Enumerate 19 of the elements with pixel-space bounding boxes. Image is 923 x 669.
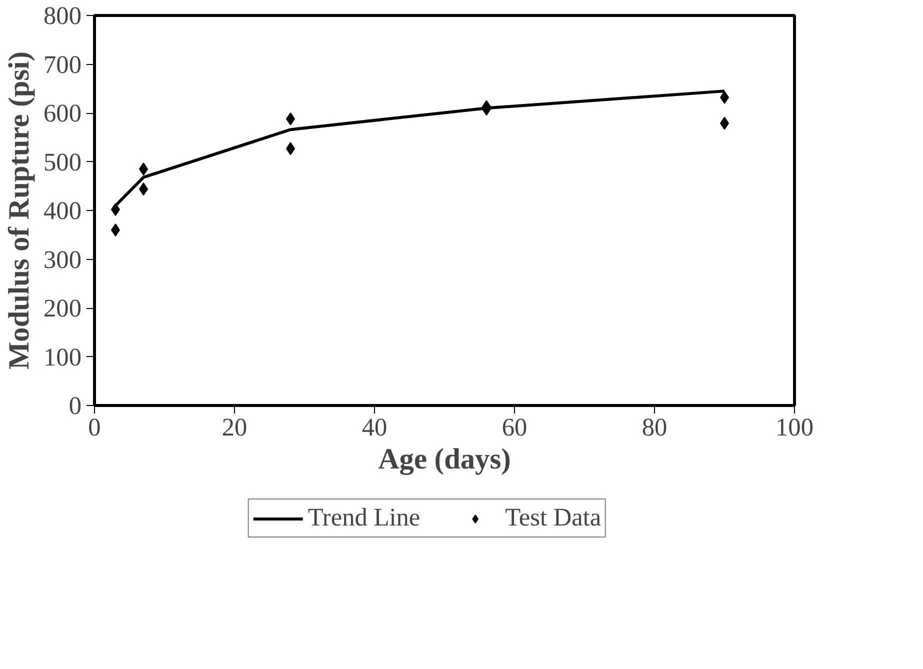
x-tick-label: 40 [362, 414, 388, 442]
x-axis-title: Age (days) [378, 444, 511, 476]
y-tick-label: 0 [68, 392, 82, 420]
y-tick-label: 300 [44, 246, 82, 274]
y-tick-label: 700 [44, 50, 82, 79]
legend-label: Trend Line [308, 504, 420, 532]
legend-label: Test Data [505, 504, 602, 532]
x-tick-label: 100 [776, 414, 814, 442]
y-tick-label: 100 [44, 343, 82, 372]
y-tick-label: 400 [44, 197, 82, 225]
y-tick-label: 500 [44, 148, 82, 176]
x-tick-label: 80 [642, 414, 668, 442]
x-tick-label: 0 [88, 414, 101, 442]
y-tick-label: 800 [44, 2, 82, 30]
y-tick-label: 200 [44, 294, 82, 322]
x-tick-label: 60 [502, 414, 528, 442]
y-tick-label: 600 [44, 100, 82, 128]
x-tick-label: 20 [222, 414, 248, 442]
y-axis-title: Modulus of Rupture (psi) [4, 51, 36, 370]
